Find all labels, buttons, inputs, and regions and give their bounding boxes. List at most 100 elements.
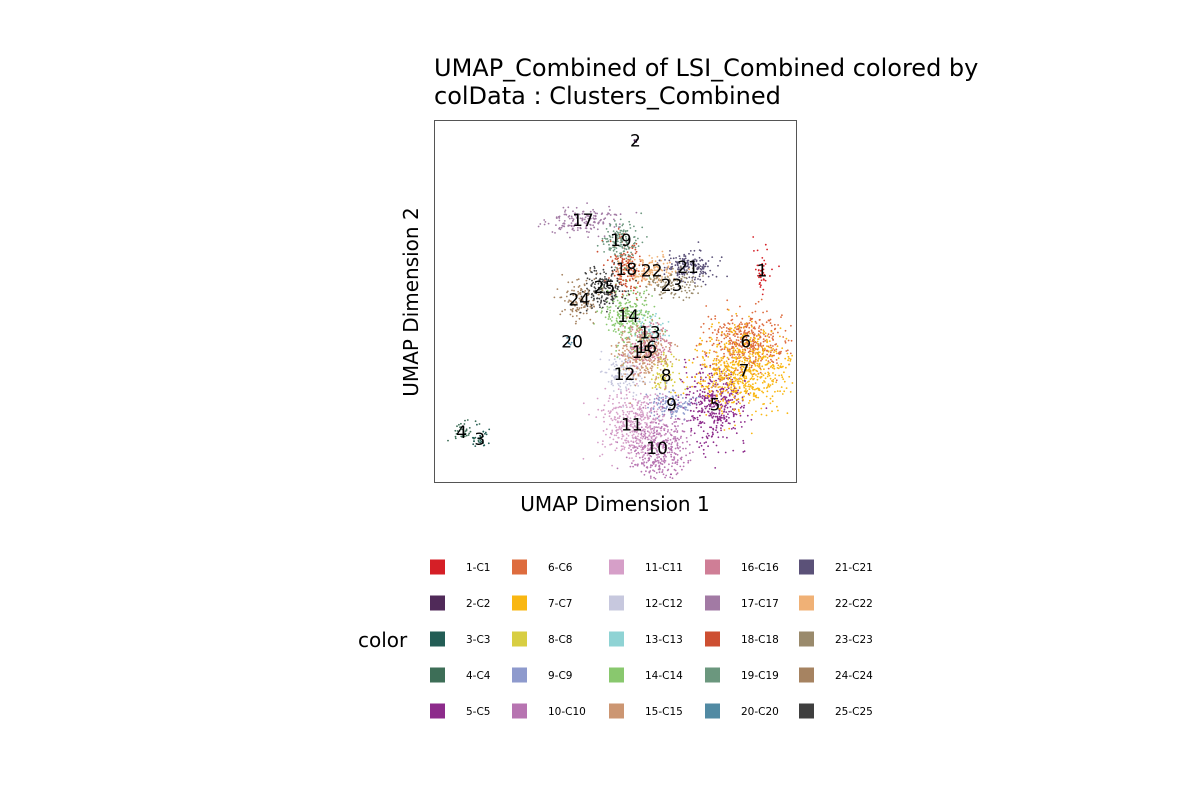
point-cluster-15 — [615, 346, 618, 348]
point-cluster-11 — [614, 449, 617, 452]
point-cluster-24 — [565, 295, 568, 298]
point-cluster-17 — [588, 231, 590, 234]
point-cluster-7 — [717, 339, 720, 342]
point-cluster-7 — [784, 357, 787, 360]
point-cluster-7 — [691, 361, 694, 364]
point-cluster-5 — [727, 413, 729, 415]
point-cluster-6 — [731, 315, 733, 317]
point-cluster-8 — [670, 391, 672, 394]
legend-label-20: 20-C20 — [741, 706, 779, 718]
point-cluster-17 — [608, 212, 610, 215]
point-cluster-7 — [718, 407, 721, 410]
point-cluster-19 — [602, 243, 605, 246]
point-cluster-15 — [624, 350, 626, 352]
point-cluster-7 — [777, 409, 779, 412]
point-cluster-8 — [665, 379, 668, 382]
point-cluster-17 — [537, 225, 540, 228]
point-cluster-8 — [663, 351, 665, 354]
point-cluster-10 — [684, 447, 687, 450]
point-cluster-7 — [703, 365, 706, 367]
legend-swatch-10 — [512, 703, 527, 719]
point-cluster-5 — [742, 442, 745, 444]
point-cluster-10 — [648, 471, 651, 474]
point-cluster-10 — [688, 452, 691, 455]
point-cluster-9 — [665, 407, 668, 410]
point-cluster-24 — [559, 313, 562, 316]
point-cluster-10 — [674, 447, 677, 450]
point-cluster-9 — [653, 398, 656, 400]
point-cluster-8 — [669, 373, 672, 376]
point-cluster-18 — [634, 248, 637, 251]
point-cluster-7 — [743, 326, 745, 328]
point-cluster-10 — [676, 442, 679, 444]
point-cluster-14 — [643, 290, 646, 293]
point-cluster-7 — [741, 334, 744, 337]
point-cluster-5 — [677, 396, 680, 398]
point-cluster-10 — [676, 437, 679, 440]
point-cluster-9 — [674, 415, 677, 417]
point-cluster-11 — [620, 449, 623, 452]
point-cluster-10 — [682, 461, 685, 464]
point-cluster-6 — [739, 366, 742, 369]
point-cluster-7 — [780, 386, 783, 388]
point-cluster-7 — [762, 329, 765, 331]
point-cluster-6 — [754, 327, 756, 330]
point-cluster-6 — [759, 331, 762, 334]
point-cluster-17 — [563, 220, 566, 222]
point-cluster-23 — [692, 281, 694, 283]
legend-label-17: 17-C17 — [741, 598, 779, 610]
point-cluster-5 — [730, 392, 733, 395]
point-cluster-19 — [602, 240, 604, 243]
point-cluster-5 — [721, 425, 724, 427]
point-cluster-6 — [768, 336, 771, 338]
point-cluster-22 — [662, 256, 665, 258]
point-cluster-7 — [699, 380, 702, 383]
point-cluster-5 — [691, 376, 693, 378]
point-cluster-7 — [757, 396, 760, 399]
point-cluster-9 — [670, 408, 673, 411]
point-cluster-10 — [654, 437, 657, 440]
point-cluster-10 — [643, 430, 646, 433]
point-cluster-1 — [763, 259, 766, 262]
point-cluster-17 — [558, 219, 561, 222]
legend-swatch-15 — [609, 703, 624, 719]
point-cluster-14 — [618, 302, 621, 305]
point-cluster-7 — [708, 377, 711, 379]
point-cluster-5 — [732, 411, 734, 414]
point-cluster-19 — [603, 251, 605, 253]
point-cluster-7 — [771, 410, 773, 413]
point-cluster-25 — [624, 297, 627, 300]
point-cluster-19 — [620, 252, 623, 255]
point-cluster-15 — [642, 380, 645, 383]
point-cluster-22 — [648, 254, 651, 257]
point-cluster-7 — [727, 374, 730, 377]
point-cluster-13 — [667, 321, 670, 323]
point-cluster-21 — [663, 269, 666, 272]
point-cluster-6 — [748, 326, 751, 329]
point-cluster-5 — [715, 429, 717, 432]
point-cluster-5 — [731, 378, 734, 381]
point-cluster-7 — [720, 357, 723, 359]
point-cluster-11 — [624, 418, 627, 420]
cluster-label-6: 6 — [740, 332, 751, 352]
point-cluster-24 — [578, 317, 581, 320]
point-cluster-7 — [738, 364, 741, 366]
point-cluster-10 — [649, 454, 652, 457]
point-cluster-18 — [629, 287, 632, 290]
point-cluster-5 — [715, 412, 717, 415]
point-cluster-7 — [758, 387, 760, 390]
point-cluster-15 — [645, 365, 647, 367]
point-cluster-10 — [640, 432, 643, 435]
point-cluster-7 — [729, 327, 731, 329]
legend-label-23: 23-C23 — [835, 634, 873, 646]
point-cluster-18 — [632, 256, 634, 259]
point-cluster-7 — [788, 375, 791, 378]
point-cluster-6 — [752, 342, 755, 345]
point-cluster-21 — [699, 273, 701, 276]
point-cluster-11 — [626, 377, 629, 379]
point-cluster-11 — [650, 435, 652, 438]
point-cluster-25 — [595, 270, 598, 272]
point-cluster-6 — [739, 345, 742, 347]
point-cluster-10 — [633, 445, 636, 447]
point-cluster-24 — [571, 315, 574, 318]
